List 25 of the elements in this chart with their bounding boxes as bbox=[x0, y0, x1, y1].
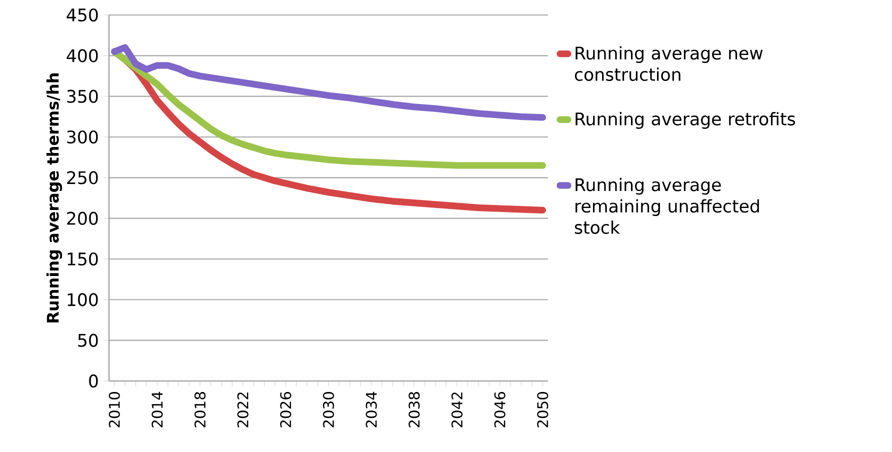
x-tick-label: 2046 bbox=[494, 392, 506, 428]
y-tick-label: 450 bbox=[66, 8, 98, 22]
x-tick-label: 2026 bbox=[280, 392, 292, 428]
x-tick-label: 2018 bbox=[194, 392, 206, 428]
y-tick-label: 100 bbox=[68, 293, 98, 306]
legend-label: Running average retrofits bbox=[576, 112, 795, 129]
x-tick-label: 2030 bbox=[322, 392, 334, 428]
x-tick-label: 2034 bbox=[366, 392, 377, 428]
x-tick-label: 2050 bbox=[537, 392, 548, 428]
y-tick-label: 0 bbox=[89, 374, 98, 388]
y-axis-title: Running average therms/hh bbox=[46, 73, 62, 322]
y-tick-label: 250 bbox=[67, 171, 98, 184]
x-tick-label: 2010 bbox=[108, 392, 120, 428]
x-tick-label: 2042 bbox=[451, 392, 463, 428]
y-tick-label: 400 bbox=[66, 49, 98, 62]
x-tick-label: 2014 bbox=[152, 392, 163, 428]
legend-label: Running average new construction bbox=[574, 46, 763, 81]
y-tick-label: 50 bbox=[78, 334, 98, 347]
y-tick-label: 150 bbox=[68, 252, 98, 266]
y-tick-label: 350 bbox=[67, 90, 98, 103]
x-tick-label: 2022 bbox=[237, 392, 248, 428]
y-tick-label: 300 bbox=[67, 130, 98, 144]
legend-label: Running average remaining unaffected stock bbox=[574, 178, 759, 234]
y-tick-label: 200 bbox=[67, 212, 98, 225]
x-tick-label: 2038 bbox=[408, 392, 420, 428]
